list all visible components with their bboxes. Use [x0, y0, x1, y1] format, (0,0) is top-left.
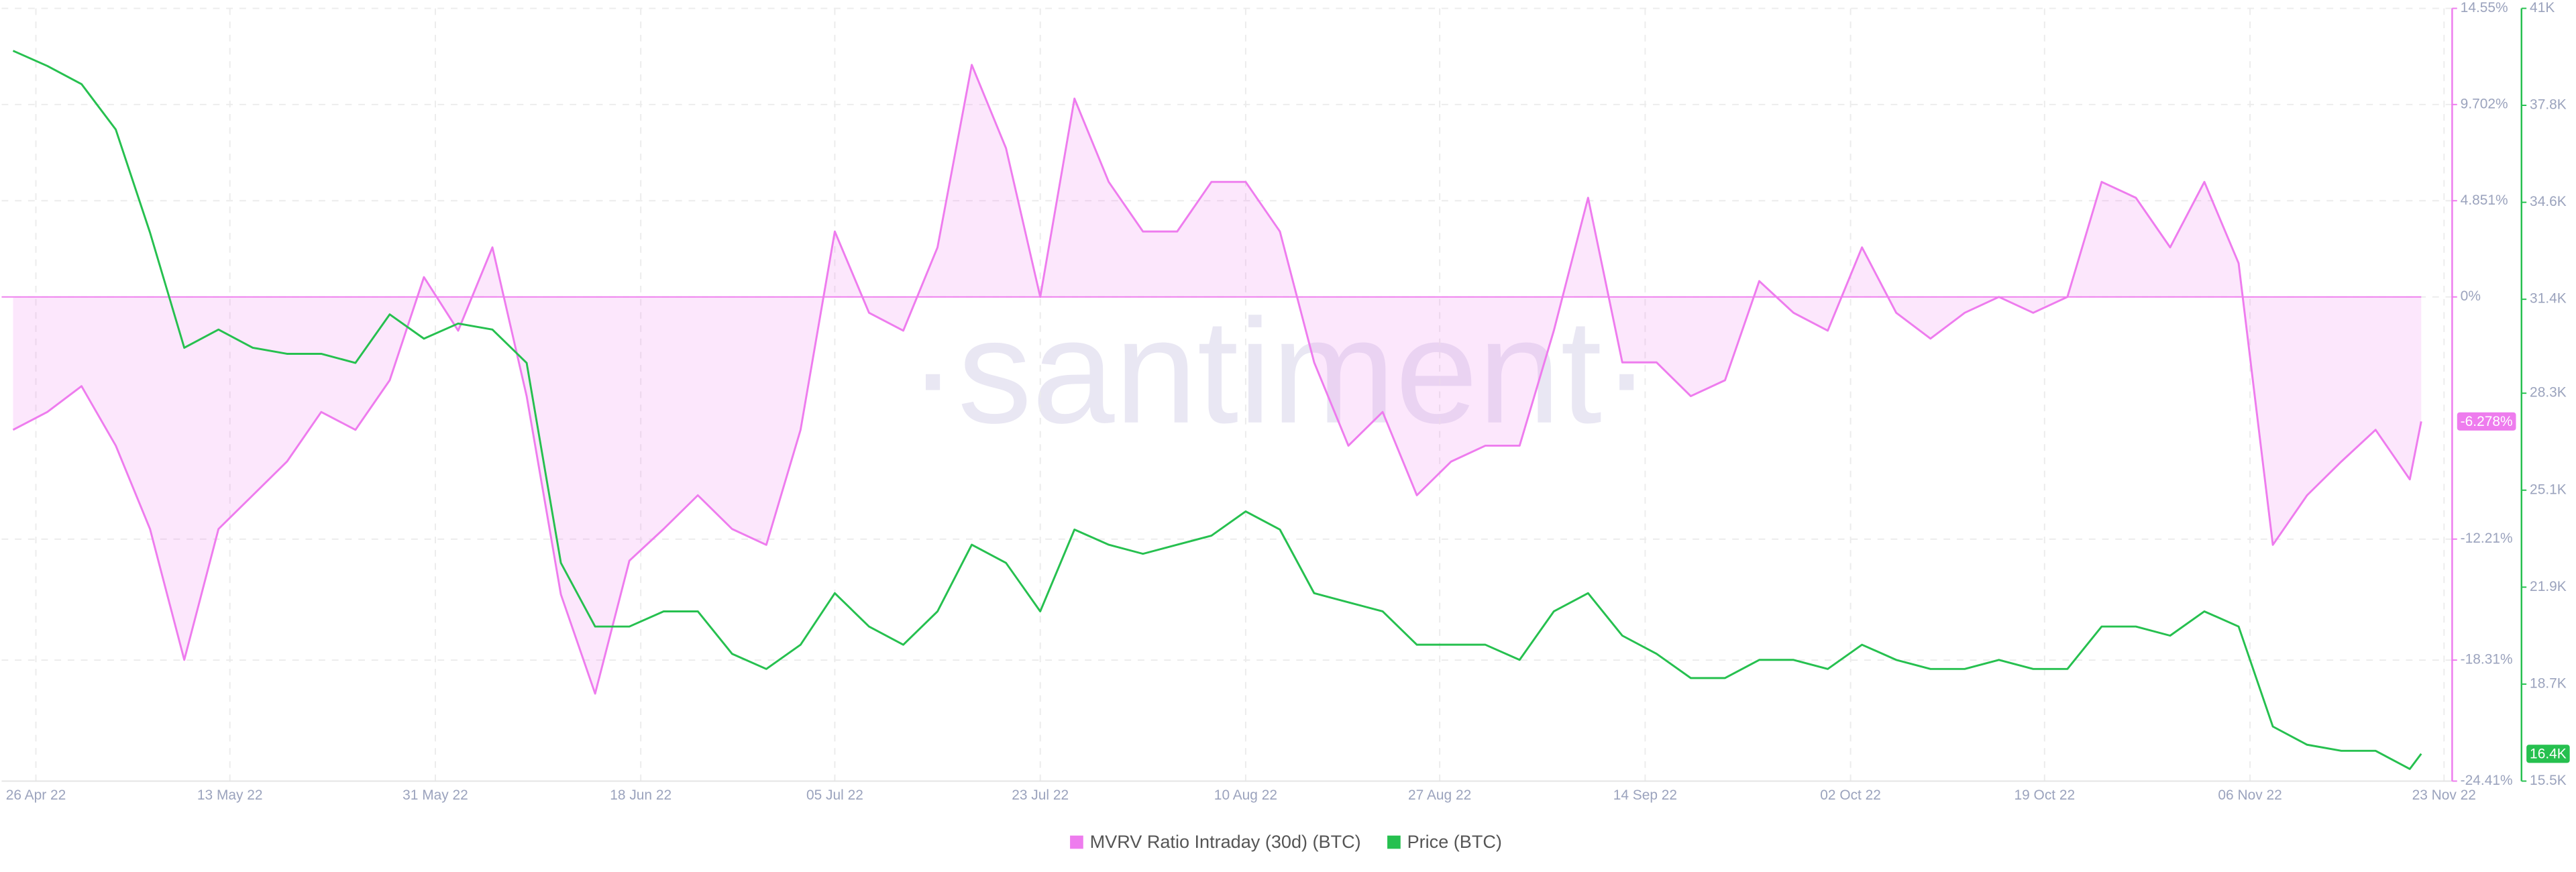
legend-label: Price (BTC) [1407, 831, 1502, 852]
y2-tick-label: 34.6K [2530, 194, 2567, 209]
y-tick-label: 4.851% [2461, 193, 2508, 208]
x-tick-label: 18 Jun 22 [610, 787, 672, 803]
x-tick-label: 02 Oct 22 [1820, 787, 1881, 803]
series-line [12, 50, 2422, 770]
y-tick-label: 0% [2461, 288, 2481, 304]
x-tick-label: 26 Apr 22 [6, 787, 66, 803]
legend-swatch [1387, 835, 1401, 849]
legend-swatch [1070, 835, 1083, 849]
area-fill [13, 64, 2422, 694]
x-tick-label: 27 Aug 22 [1408, 787, 1471, 803]
y2-tick-label: 28.3K [2530, 385, 2567, 400]
x-tick-label: 31 May 22 [402, 787, 468, 803]
y2-tick-label: 15.5K [2530, 773, 2567, 788]
y2-tick-label: 31.4K [2530, 291, 2567, 307]
x-tick-label: 06 Nov 22 [2218, 787, 2282, 803]
series-line [12, 64, 2422, 695]
y-tick-label: 14.55% [2461, 0, 2508, 15]
x-tick-label: 13 May 22 [197, 787, 263, 803]
y2-tick-label: 37.8K [2530, 97, 2567, 113]
y-tick-label: -12.21% [2461, 531, 2513, 546]
value-badge [2526, 745, 2570, 763]
y2-tick-label: 41K [2530, 0, 2555, 15]
x-tick-label: 19 Oct 22 [2015, 787, 2076, 803]
value-badge [2457, 412, 2516, 431]
x-tick-label: 10 Aug 22 [1214, 787, 1277, 803]
y2-tick-label: 21.9K [2530, 579, 2567, 594]
x-tick-label: 23 Nov 22 [2412, 787, 2476, 803]
y-tick-label: -18.31% [2461, 652, 2513, 667]
value-badge-label: 16.4K [2530, 747, 2567, 762]
value-badge-label: -6.278% [2461, 414, 2513, 429]
watermark: ·santiment· [908, 288, 1652, 454]
y2-tick-label: 25.1K [2530, 482, 2567, 497]
x-tick-label: 14 Sep 22 [1613, 787, 1677, 803]
legend-label: MVRV Ratio Intraday (30d) (BTC) [1090, 831, 1361, 852]
y-tick-label: -24.41% [2461, 773, 2513, 788]
x-tick-label: 05 Jul 22 [806, 787, 863, 803]
x-tick-label: 23 Jul 22 [1012, 787, 1069, 803]
y2-tick-label: 18.7K [2530, 675, 2567, 691]
y-tick-label: 9.702% [2461, 96, 2508, 111]
